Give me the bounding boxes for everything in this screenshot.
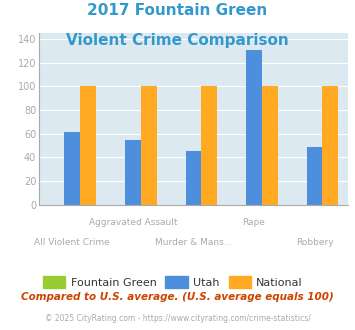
- Bar: [307, 147, 322, 205]
- Legend: Fountain Green, Utah, National: Fountain Green, Utah, National: [38, 272, 307, 293]
- Text: 2017 Fountain Green: 2017 Fountain Green: [87, 3, 268, 18]
- Bar: [141, 86, 157, 205]
- Bar: [322, 86, 338, 205]
- Text: Aggravated Assault: Aggravated Assault: [89, 218, 177, 227]
- Bar: [125, 140, 141, 205]
- Bar: [65, 132, 80, 205]
- Bar: [186, 151, 201, 205]
- Bar: [80, 86, 96, 205]
- Bar: [262, 86, 278, 205]
- Text: Murder & Mans...: Murder & Mans...: [155, 238, 232, 247]
- Text: Robbery: Robbery: [296, 238, 333, 247]
- Bar: [201, 86, 217, 205]
- Bar: [246, 50, 262, 205]
- Text: Compared to U.S. average. (U.S. average equals 100): Compared to U.S. average. (U.S. average …: [21, 292, 334, 302]
- Text: Rape: Rape: [242, 218, 266, 227]
- Text: All Violent Crime: All Violent Crime: [34, 238, 110, 247]
- Text: Violent Crime Comparison: Violent Crime Comparison: [66, 33, 289, 48]
- Text: © 2025 CityRating.com - https://www.cityrating.com/crime-statistics/: © 2025 CityRating.com - https://www.city…: [45, 314, 310, 323]
